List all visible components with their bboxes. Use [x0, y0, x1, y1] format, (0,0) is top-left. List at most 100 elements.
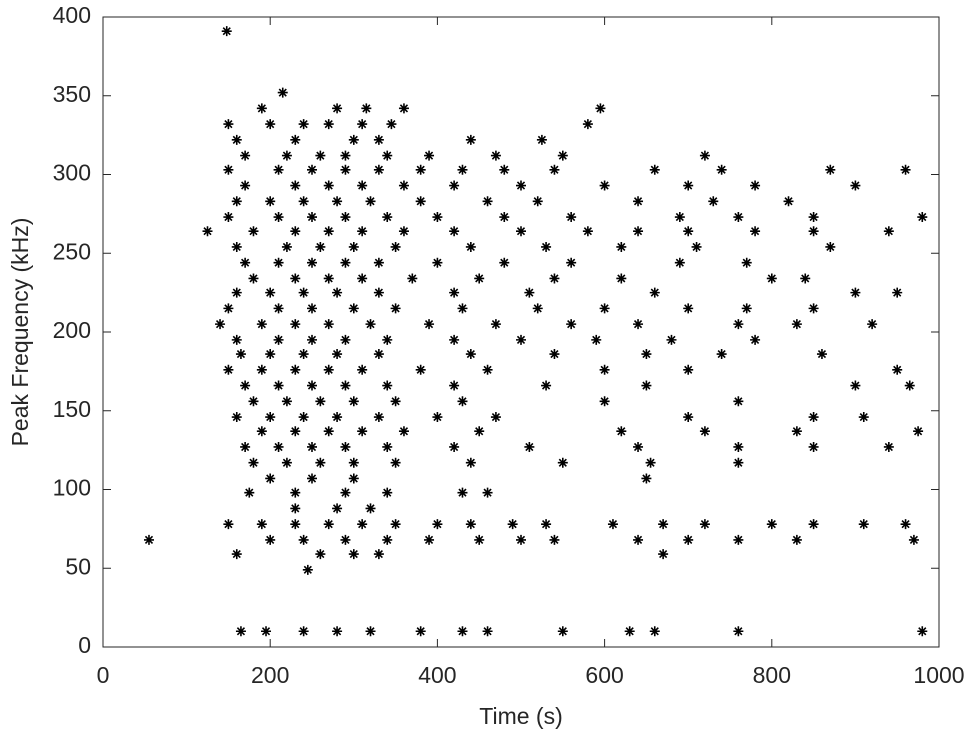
- point: [307, 164, 317, 175]
- point: [415, 364, 426, 375]
- point: [240, 150, 251, 161]
- point: [449, 180, 460, 191]
- point: [733, 441, 744, 452]
- point: [499, 164, 510, 175]
- point: [674, 257, 685, 268]
- point: [315, 396, 326, 407]
- point: [223, 119, 234, 130]
- point: [281, 457, 292, 468]
- point: [340, 487, 351, 498]
- point: [357, 426, 368, 437]
- point: [904, 380, 915, 391]
- point: [641, 349, 652, 360]
- point: [582, 119, 593, 130]
- point: [808, 412, 819, 423]
- point: [566, 212, 577, 223]
- point: [699, 426, 710, 437]
- point: [741, 257, 752, 268]
- point: [733, 319, 744, 330]
- point: [649, 626, 660, 637]
- point: [733, 212, 744, 223]
- point: [223, 212, 234, 223]
- point: [348, 303, 359, 314]
- point: [633, 319, 644, 330]
- point: [474, 273, 485, 284]
- point: [474, 426, 485, 437]
- point: [340, 534, 351, 545]
- point: [415, 196, 426, 207]
- point: [599, 180, 610, 191]
- point: [365, 319, 376, 330]
- point: [507, 519, 518, 530]
- point: [398, 180, 409, 191]
- point: [323, 273, 334, 284]
- point: [382, 150, 393, 161]
- point: [516, 226, 526, 237]
- point: [449, 334, 460, 345]
- point: [357, 519, 368, 530]
- point: [808, 212, 819, 223]
- point: [323, 226, 334, 237]
- point: [850, 380, 861, 391]
- x-tick-label: 1000: [913, 662, 964, 688]
- point: [290, 426, 301, 437]
- point: [516, 534, 526, 545]
- point: [244, 487, 255, 498]
- point: [791, 319, 802, 330]
- point: [867, 319, 878, 330]
- point: [315, 241, 326, 252]
- point: [666, 334, 677, 345]
- point: [683, 180, 694, 191]
- point: [449, 287, 460, 298]
- point: [892, 364, 903, 375]
- y-tick-label: 100: [53, 475, 91, 501]
- point: [323, 319, 334, 330]
- point: [290, 134, 301, 145]
- point: [641, 473, 652, 484]
- point: [382, 534, 393, 545]
- point: [800, 273, 811, 284]
- point: [348, 549, 359, 560]
- point: [766, 273, 777, 284]
- point: [465, 349, 476, 360]
- point: [281, 241, 292, 252]
- point: [733, 626, 744, 637]
- point: [750, 334, 761, 345]
- y-tick-label: 350: [53, 81, 91, 107]
- point: [256, 103, 267, 114]
- point: [223, 519, 234, 530]
- point: [892, 287, 903, 298]
- point: [733, 396, 744, 407]
- y-tick-label: 0: [78, 632, 91, 658]
- y-tick-label: 50: [65, 553, 91, 579]
- point: [323, 426, 334, 437]
- point: [315, 150, 326, 161]
- point: [536, 134, 547, 145]
- point: [298, 412, 309, 423]
- point: [323, 119, 334, 130]
- point: [143, 534, 154, 545]
- point: [474, 534, 485, 545]
- point: [750, 226, 761, 237]
- point: [307, 334, 317, 345]
- point: [490, 150, 501, 161]
- point: [883, 441, 894, 452]
- point: [465, 519, 476, 530]
- point: [645, 457, 656, 468]
- point: [256, 426, 267, 437]
- point: [633, 226, 644, 237]
- point: [240, 257, 251, 268]
- point: [658, 549, 669, 560]
- point: [549, 273, 560, 284]
- point: [557, 626, 568, 637]
- point: [716, 349, 727, 360]
- point: [231, 196, 242, 207]
- point: [791, 534, 802, 545]
- point: [557, 457, 568, 468]
- point: [432, 519, 443, 530]
- point: [524, 287, 535, 298]
- point: [457, 487, 468, 498]
- point: [273, 441, 284, 452]
- point: [382, 334, 393, 345]
- point: [382, 441, 393, 452]
